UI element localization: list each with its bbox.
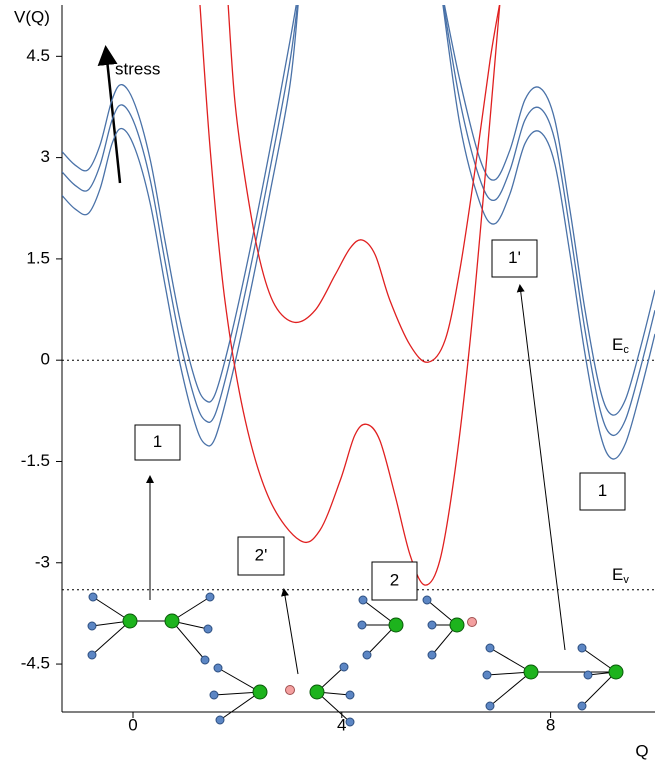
- arrow: [284, 590, 298, 674]
- arrow: [520, 286, 565, 650]
- annotation: 1: [153, 432, 162, 451]
- annotation: stress: [115, 59, 160, 78]
- y-tick-label: 0: [41, 350, 50, 369]
- y-tick-label: 3: [41, 147, 50, 166]
- molecule: [358, 596, 477, 659]
- x-tick-label: 4: [337, 715, 346, 734]
- molecule: [210, 663, 354, 726]
- axes: [62, 5, 655, 712]
- annotation: 2': [255, 545, 268, 564]
- x-axis-label: Q: [635, 741, 648, 760]
- curve: [228, 2, 500, 362]
- y-tick-label: -3: [35, 552, 50, 571]
- arrows: [106, 50, 565, 674]
- y-tick-label: 4.5: [26, 46, 50, 65]
- annotation: 2: [390, 570, 399, 589]
- x-tick-label: 8: [546, 715, 555, 734]
- y-axis-label: V(Q): [14, 7, 50, 26]
- curves: [62, 0, 655, 585]
- y-tick-label: -1.5: [21, 451, 50, 470]
- y-tick-label: -4.5: [21, 654, 50, 673]
- molecule: [88, 593, 214, 664]
- annotation: 1: [598, 481, 607, 500]
- reference-label: Ec: [612, 336, 629, 356]
- x-tick-label: 0: [128, 715, 137, 734]
- molecules: [88, 593, 623, 726]
- reference-label: Ev: [612, 565, 629, 585]
- molecule: [483, 644, 623, 710]
- y-tick-label: 1.5: [26, 248, 50, 267]
- chart: V(Q) Q: [0, 0, 665, 765]
- annotation: 1': [508, 248, 521, 267]
